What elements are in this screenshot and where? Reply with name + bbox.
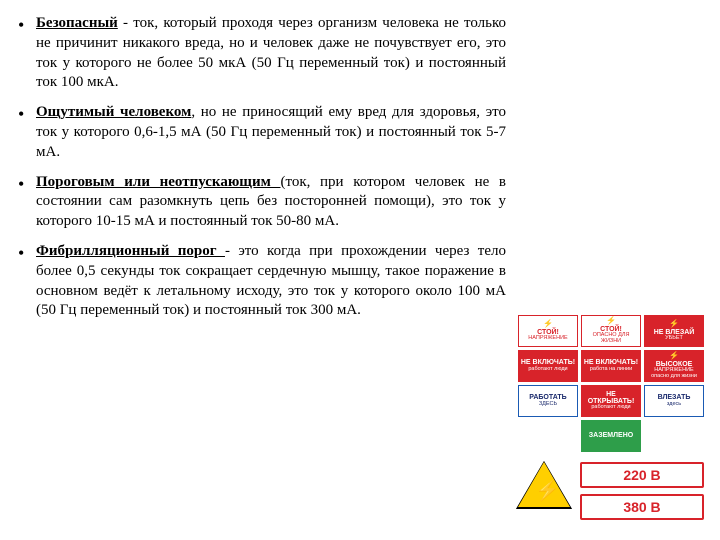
term: Пороговым или неотпускающим xyxy=(36,174,280,190)
sign-subtitle: ОПАСНО ДЛЯ ЖИЗНИ xyxy=(583,333,639,345)
lightning-icon: ⚡ xyxy=(669,352,679,360)
warning-sign: РАБОТАТЬЗДЕСЬ xyxy=(518,385,578,417)
warning-sign: ⚡НЕ ВЛЕЗАЙУБЬЕТ xyxy=(644,315,704,347)
voltage-labels: 220 В 380 В xyxy=(580,462,704,520)
list-item: Ощутимый человеком, но не приносящий ему… xyxy=(36,103,506,162)
warning-sign-grid: ⚡СТОЙ!НАПРЯЖЕНИЕ⚡СТОЙ!ОПАСНО ДЛЯ ЖИЗНИ⚡Н… xyxy=(518,315,704,452)
list-item: Безопасный - ток, который проходя через … xyxy=(36,14,506,93)
warning-sign: ⚡ВЫСОКОЕНАПРЯЖЕНИЕ опасно для жизни xyxy=(644,350,704,382)
sign-subtitle: НАПРЯЖЕНИЕ xyxy=(528,336,567,342)
sign-subtitle: здесь xyxy=(667,402,681,408)
text-column: Безопасный - ток, который проходя через … xyxy=(10,14,506,526)
warning-sign: НЕ ВКЛЮЧАТЬ!работа на линии xyxy=(581,350,641,382)
lightning-icon: ⚡ xyxy=(606,317,616,325)
warning-sign: ⚡СТОЙ!ОПАСНО ДЛЯ ЖИЗНИ xyxy=(581,315,641,347)
signs-column: ⚡СТОЙ!НАПРЯЖЕНИЕ⚡СТОЙ!ОПАСНО ДЛЯ ЖИЗНИ⚡Н… xyxy=(518,14,704,526)
sign-subtitle: УБЬЕТ xyxy=(665,336,683,342)
sign-subtitle: работают люди xyxy=(528,367,567,373)
list-item: Фибрилляционный порог - это когда при пр… xyxy=(36,242,506,321)
lightning-icon: ⚡ xyxy=(669,320,679,328)
sign-subtitle: работа на линии xyxy=(590,367,632,373)
bottom-row: 220 В 380 В xyxy=(518,462,704,520)
sign-title: ЗАЗЕМЛЕНО xyxy=(589,432,633,439)
sign-title: НЕ ОТКРЫВАТЬ! xyxy=(583,391,639,406)
warning-sign: НЕ ВКЛЮЧАТЬ!работают люди xyxy=(518,350,578,382)
voltage-badge: 220 В xyxy=(580,462,704,488)
lightning-icon: ⚡ xyxy=(543,320,553,328)
warning-sign: ⚡СТОЙ!НАПРЯЖЕНИЕ xyxy=(518,315,578,347)
term: Фибрилляционный порог xyxy=(36,243,225,259)
warning-sign: ВЛЕЗАТЬздесь xyxy=(644,385,704,417)
sign-subtitle: ЗДЕСЬ xyxy=(539,402,557,408)
hazard-triangle-icon xyxy=(518,462,570,507)
warning-sign: ЗАЗЕМЛЕНО xyxy=(581,420,641,452)
sign-subtitle: НАПРЯЖЕНИЕ опасно для жизни xyxy=(646,368,702,380)
voltage-badge: 380 В xyxy=(580,494,704,520)
sign-subtitle: работают люди xyxy=(591,405,630,411)
term: Безопасный xyxy=(36,15,118,31)
term: Ощутимый человеком xyxy=(36,104,191,120)
list-item: Пороговым или неотпускающим (ток, при ко… xyxy=(36,173,506,232)
warning-sign: НЕ ОТКРЫВАТЬ!работают люди xyxy=(581,385,641,417)
definition-list: Безопасный - ток, который проходя через … xyxy=(10,14,506,321)
